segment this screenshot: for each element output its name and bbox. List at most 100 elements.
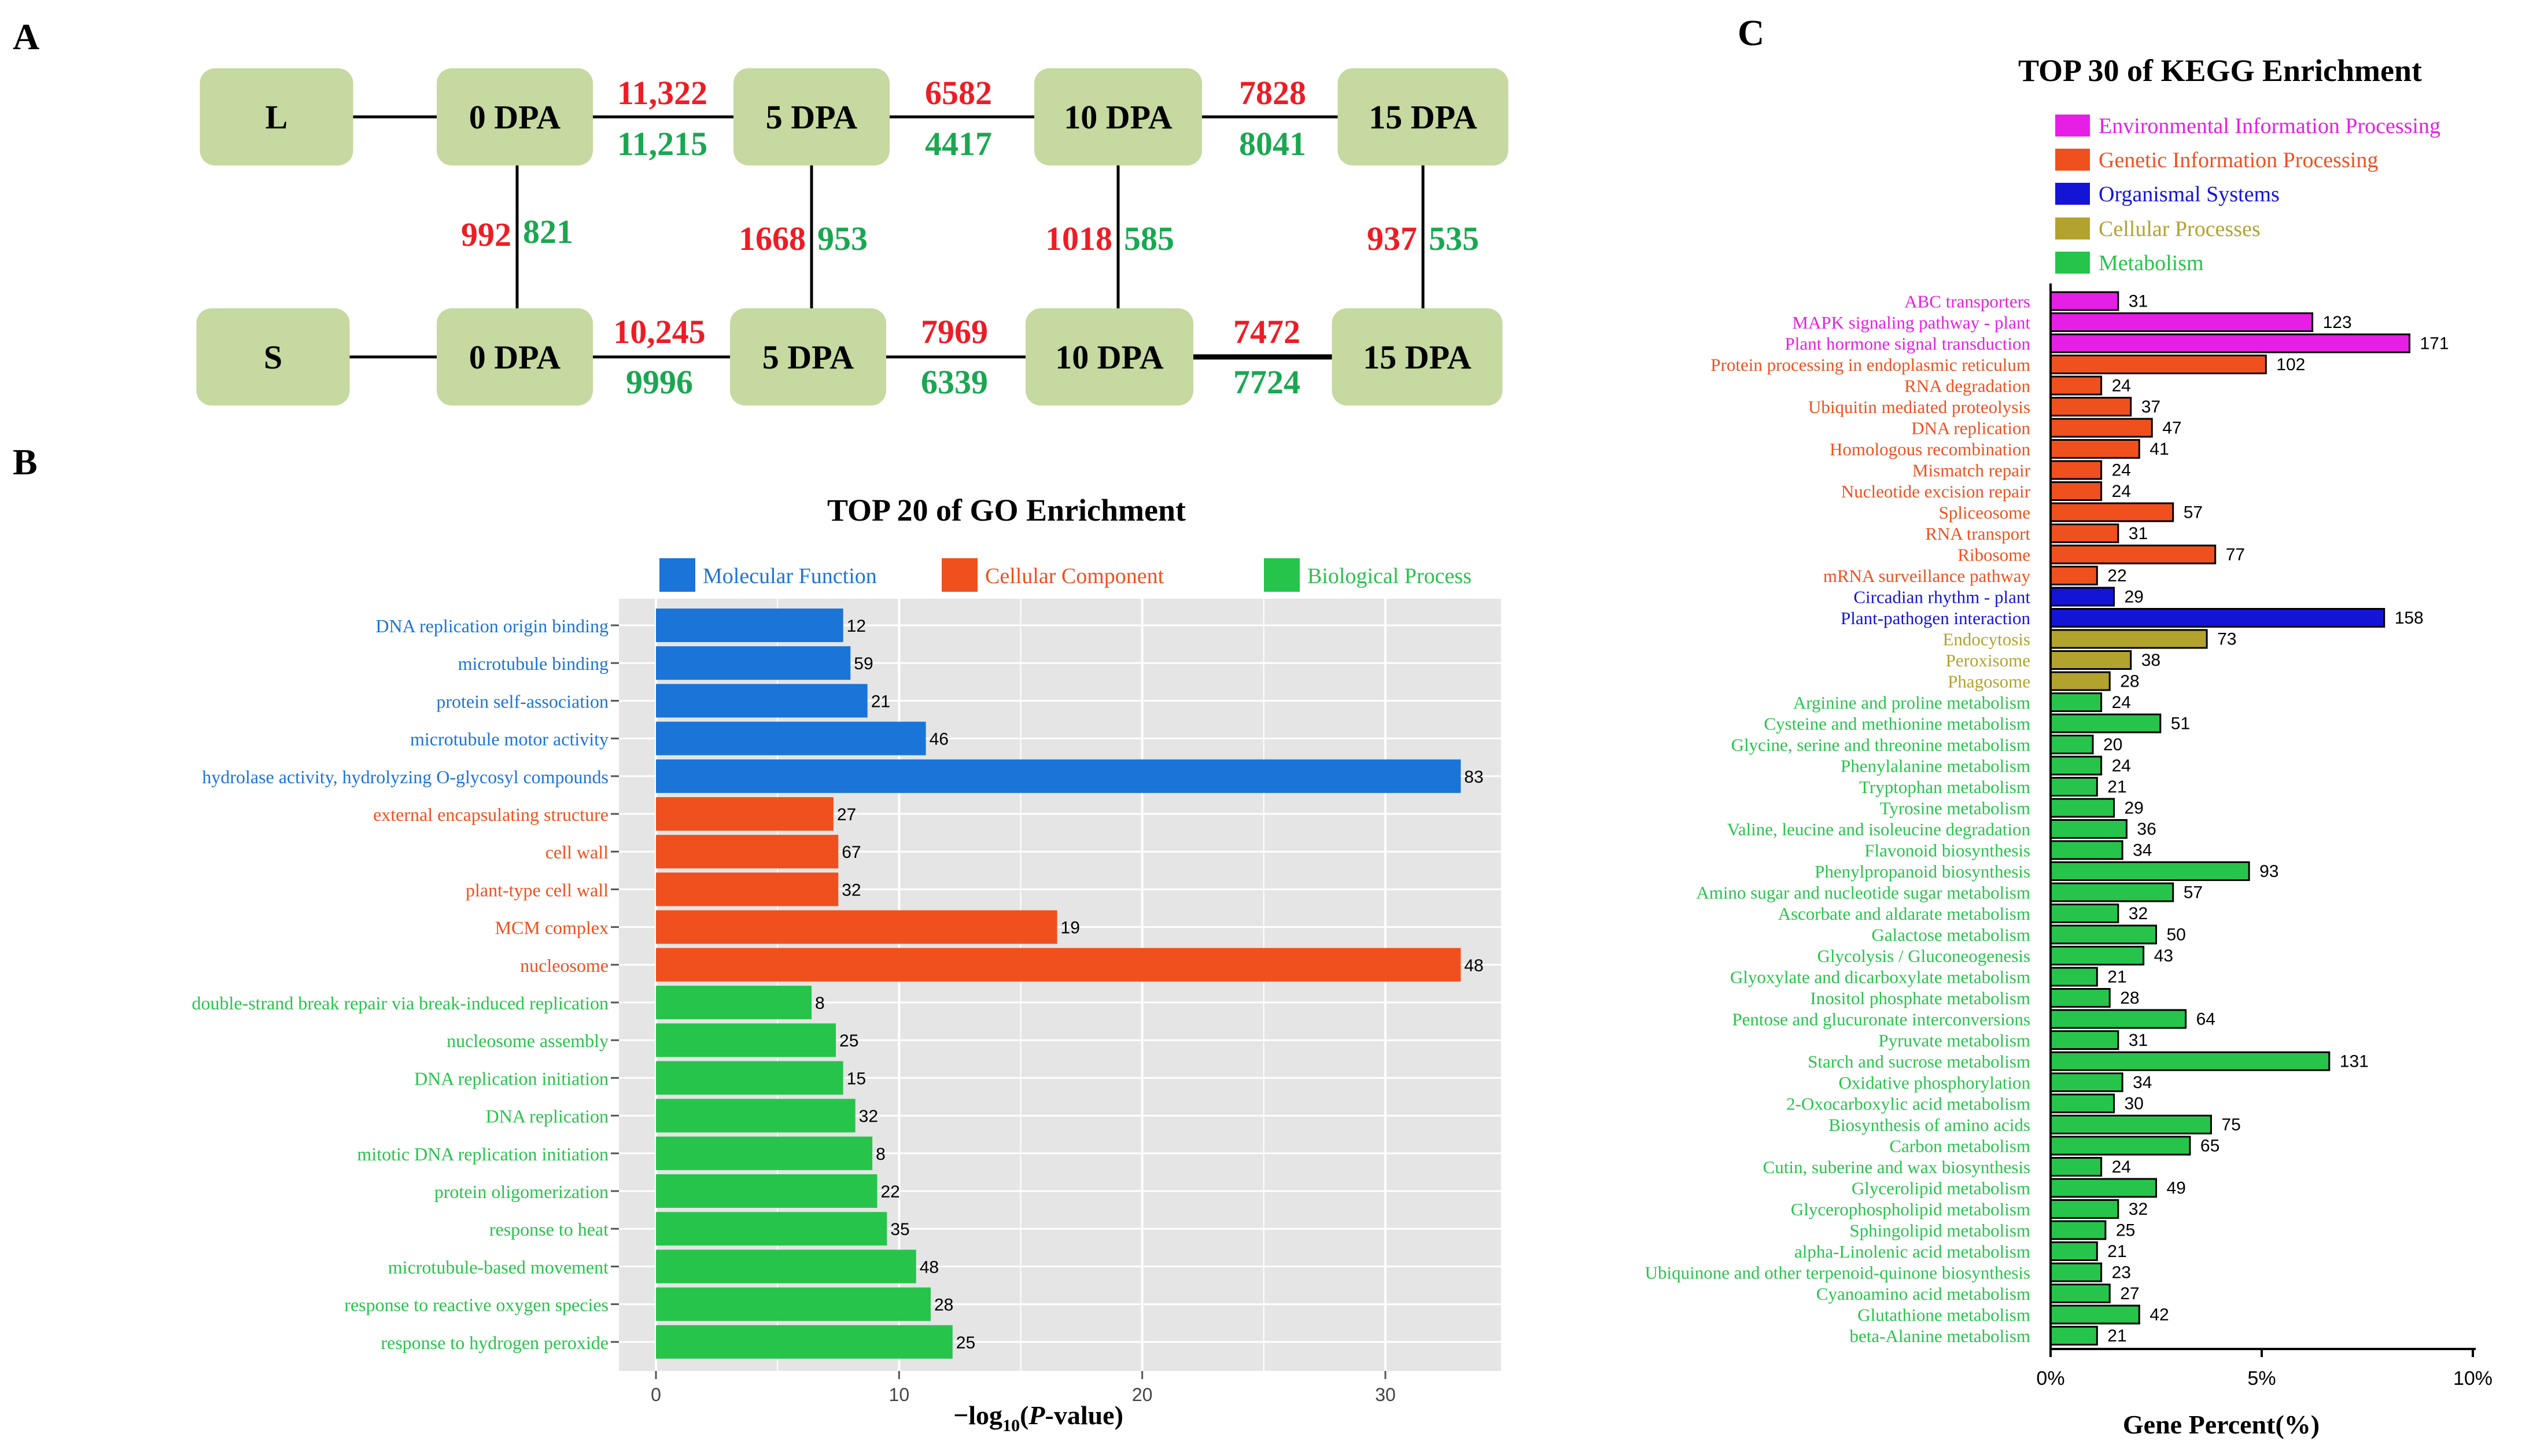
kegg-bar-count-label: 24 <box>2112 757 2131 776</box>
go-xlabel-pre: −log <box>953 1400 1002 1430</box>
kegg-bar-count-label: 29 <box>2125 588 2144 607</box>
kegg-bar-count-label: 25 <box>2116 1221 2135 1240</box>
kegg-x-axis-label: Gene Percent(%) <box>2123 1410 2320 1439</box>
kegg-category-label: Cutin, suberine and wax biosynthesis <box>1763 1157 2030 1177</box>
kegg-category-label: Inositol phosphate metabolism <box>1810 988 2030 1008</box>
kegg-bar <box>2049 882 2174 902</box>
kegg-bar-count-label: 65 <box>2200 1137 2219 1156</box>
go-xlabel-open: ( <box>1020 1400 1028 1430</box>
kegg-legend-label: Genetic Information Processing <box>2099 148 2378 172</box>
bottom-row-box-label: 15 DPA <box>1363 338 1472 376</box>
go-bar-count-label: 28 <box>934 1296 953 1315</box>
bottom-row-box <box>730 308 886 406</box>
kegg-bar <box>2049 840 2123 860</box>
vertical-link-green-count: 585 <box>1124 220 1174 257</box>
go-bar-count-label: 25 <box>956 1333 975 1352</box>
go-bar <box>656 1099 856 1133</box>
kegg-category-label: Valine, leucine and isoleucine degradati… <box>1727 819 2031 839</box>
kegg-category-label: Phenylalanine metabolism <box>1841 756 2030 776</box>
go-bar-count-label: 15 <box>847 1069 866 1088</box>
kegg-category-label: DNA replication <box>1911 418 2030 438</box>
kegg-bar-count-label: 41 <box>2150 440 2169 459</box>
top-link-green-count: 8041 <box>1239 125 1306 163</box>
kegg-bar-count-label: 77 <box>2226 545 2245 565</box>
go-bar <box>656 759 1461 793</box>
kegg-bar-count-label: 64 <box>2196 1010 2215 1029</box>
kegg-legend-swatch <box>2055 149 2090 171</box>
go-bar-count-label: 83 <box>1464 768 1483 787</box>
kegg-bar <box>2049 1093 2115 1114</box>
go-bar-count-label: 21 <box>871 692 890 711</box>
go-bar <box>656 1212 887 1246</box>
kegg-bar-count-label: 57 <box>2184 883 2203 902</box>
kegg-bar <box>2049 777 2098 797</box>
kegg-bar <box>2049 608 2386 628</box>
kegg-bar-count-label: 21 <box>2107 1326 2126 1346</box>
kegg-bar-count-label: 93 <box>2259 862 2278 881</box>
kegg-bar-count-label: 24 <box>2112 482 2131 501</box>
go-xlabel-post: -value) <box>1045 1400 1123 1430</box>
kegg-category-label: Phenylpropanoid biosynthesis <box>1815 861 2030 882</box>
top-link-red-count: 11,322 <box>617 74 707 112</box>
kegg-legend: Environmental Information Processing Gene… <box>2055 114 2440 275</box>
kegg-category-label: Glyoxylate and dicarboxylate metabolism <box>1730 967 2030 987</box>
go-category-label: cell wall <box>545 842 609 862</box>
go-legend-label: Cellular Component <box>985 564 1164 588</box>
kegg-bar <box>2049 967 2098 987</box>
kegg-bar <box>2049 650 2132 670</box>
kegg-category-label: Amino sugar and nucleotide sugar metabol… <box>1696 883 2030 903</box>
kegg-bar <box>2049 904 2119 923</box>
go-bar <box>656 1023 836 1057</box>
go-bar <box>656 1287 931 1321</box>
kegg-category-label: Glutathione metabolism <box>1857 1305 2030 1325</box>
go-bar <box>656 948 1461 982</box>
kegg-category-label: Cyanoamino acid metabolism <box>1816 1284 2030 1304</box>
vertical-link-green-count: 953 <box>817 220 868 257</box>
go-bar-count-label: 48 <box>1464 956 1483 975</box>
top-row-box-label: 10 DPA <box>1064 98 1173 136</box>
kegg-bar-count-label: 75 <box>2221 1115 2240 1134</box>
kegg-category-label: Glycolysis / Gluconeogenesis <box>1817 946 2030 966</box>
kegg-legend-label: Environmental Information Processing <box>2099 114 2440 138</box>
bottom-row-box-label: 0 DPA <box>469 338 561 376</box>
kegg-category-label: Protein processing in endoplasmic reticu… <box>1710 355 2030 375</box>
kegg-bar <box>2049 1262 2103 1282</box>
kegg-bar-count-label: 47 <box>2162 419 2181 438</box>
bottom-link-red-count: 10,245 <box>613 313 706 351</box>
go-bar <box>656 835 839 869</box>
go-bar <box>656 609 843 642</box>
kegg-bar <box>2049 1220 2107 1240</box>
go-category-label: double-strand break repair via break-ind… <box>191 993 609 1013</box>
kegg-category-label: Glycerolipid metabolism <box>1852 1178 2030 1199</box>
go-category-label: response to reactive oxygen species <box>344 1295 609 1315</box>
kegg-bar-count-label: 31 <box>2129 524 2148 543</box>
kegg-bar <box>2049 735 2094 754</box>
kegg-legend-label: Organismal Systems <box>2099 182 2280 207</box>
go-chart-title: TOP 20 of GO Enrichment <box>827 493 1186 528</box>
kegg-bar-count-label: 38 <box>2141 651 2160 670</box>
go-bar-count-label: 27 <box>837 805 856 824</box>
top-link-green-count: 11,215 <box>617 125 707 163</box>
panel-label-c: C <box>1738 12 1764 53</box>
top-row-box-label: L <box>266 98 288 136</box>
go-bar-count-label: 8 <box>876 1145 886 1164</box>
kegg-category-label: Ribosome <box>1957 545 2030 565</box>
kegg-category-label: alpha-Linolenic acid metabolism <box>1794 1241 2030 1262</box>
kegg-bar <box>2049 1178 2157 1198</box>
go-bar-count-label: 22 <box>881 1182 900 1201</box>
kegg-bar-count-label: 24 <box>2112 377 2131 396</box>
kegg-bar-count-label: 24 <box>2112 461 2131 480</box>
go-category-label: DNA replication origin binding <box>375 615 609 636</box>
kegg-bar <box>2049 544 2217 565</box>
kegg-bar-count-label: 23 <box>2112 1263 2131 1282</box>
bottom-row-box <box>196 308 350 406</box>
kegg-bar <box>2049 1051 2331 1071</box>
kegg-bar-count-label: 29 <box>2125 799 2144 818</box>
kegg-category-label: Pentose and glucuronate interconversions <box>1732 1009 2030 1030</box>
kegg-bar <box>2049 1241 2098 1261</box>
go-bar-count-label: 35 <box>890 1220 909 1239</box>
kegg-bar <box>2049 397 2132 416</box>
kegg-bar <box>2049 1199 2119 1219</box>
kegg-bar <box>2049 1304 2140 1325</box>
